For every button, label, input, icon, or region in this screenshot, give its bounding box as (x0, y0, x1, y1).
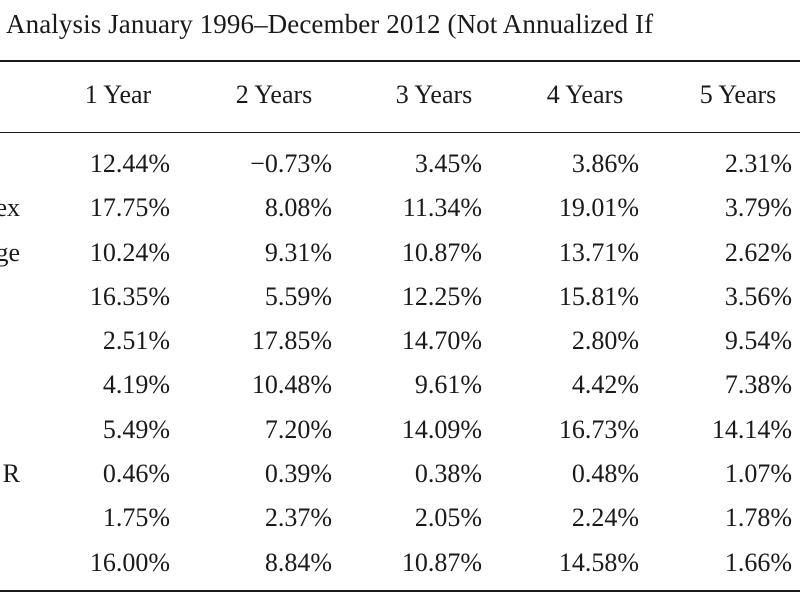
column-header-5-years: 5 Years (699, 80, 777, 109)
table-cell: 12.44% (89, 149, 170, 178)
row-label-text: ex (0, 193, 20, 223)
table-cell: 3.45% (414, 149, 482, 178)
top-rule (0, 60, 800, 62)
table-cell: 11.34% (402, 193, 482, 223)
column-header-2-years: 2 Years (235, 80, 313, 109)
table-cell: 14.14% (711, 414, 792, 444)
table-cell: 10.24% (89, 237, 170, 267)
table-cell: 10.48% (251, 370, 332, 400)
table-cell: 17.75% (89, 193, 170, 223)
table-cell: 0.46% (102, 459, 170, 489)
table-cell: 7.20% (264, 414, 332, 444)
table-row: 12.44% −0.73% 3.45% 3.86% 2.31% (0, 145, 800, 189)
table-cell: 0.38% (414, 459, 482, 489)
table-cell: 16.35% (89, 281, 170, 311)
table-cell: 7.38% (724, 370, 792, 400)
row-label: ge (0, 238, 20, 268)
table-cell: 2.51% (102, 326, 170, 356)
table-row: 2.51% 17.85% 14.70% 2.80% 9.54% (0, 322, 800, 366)
table-cell: −0.73% (250, 149, 332, 178)
table-cell: 19.01% (558, 193, 639, 223)
row-label: ex (0, 193, 20, 223)
table-title: Analysis January 1996–December 2012 (Not… (6, 9, 654, 39)
table-cell: 3.79% (724, 193, 792, 223)
column-header-4-years: 4 Years (546, 80, 624, 109)
table-row: R 0.46% 0.39% 0.38% 0.48% 1.07% (0, 455, 800, 499)
table-cell: 10.87% (401, 237, 482, 267)
table-header-row: 1 Year 2 Years 3 Years 4 Years 5 Years (0, 80, 800, 120)
table-row: ge 10.24% 9.31% 10.87% 13.71% 2.62% (0, 234, 800, 278)
table-cell: 9.31% (264, 237, 332, 267)
table-cell: 14.70% (401, 326, 482, 356)
table-cell: 10.87% (401, 547, 482, 577)
table-cell: 8.84% (264, 547, 332, 577)
table-cell: 13.71% (558, 237, 639, 267)
table-cell: 3.56% (724, 281, 792, 311)
table-cell: 9.61% (414, 370, 482, 400)
table-cell: 5.49% (102, 414, 170, 444)
table-cell: 8.08% (264, 193, 332, 223)
table-row: ex 17.75% 8.08% 11.34% 19.01% 3.79% (0, 189, 800, 233)
table-cell: 4.42% (571, 370, 639, 400)
table-cell: 15.81% (558, 281, 639, 311)
table-row: 16.35% 5.59% 12.25% 15.81% 3.56% (0, 278, 800, 322)
table-row: 5.49% 7.20% 14.09% 16.73% 14.14% (0, 411, 800, 455)
row-label-text: R (2, 459, 20, 489)
table-cell: 2.37% (264, 503, 332, 533)
column-header-3-years: 3 Years (395, 80, 473, 109)
table-cell: 0.39% (264, 459, 332, 489)
row-label-text: ge (0, 237, 20, 267)
header-rule (0, 132, 800, 133)
table-row: 16.00% 8.84% 10.87% 14.58% 1.66% (0, 544, 800, 588)
table-body: 12.44% −0.73% 3.45% 3.86% 2.31% ex 17.75% 8.08%… (0, 145, 800, 588)
table-cell: 17.85% (251, 326, 332, 356)
table-row: 4.19% 10.48% 9.61% 4.42% 7.38% (0, 366, 800, 410)
table-cell: 5.59% (264, 281, 332, 311)
table-cell: 2.62% (724, 237, 792, 267)
table-cell: 9.54% (724, 326, 792, 356)
table-cell: 2.24% (571, 503, 639, 533)
table-cell: 3.86% (571, 149, 639, 178)
table-cell: 12.25% (401, 281, 482, 311)
table-row: 1.75% 2.37% 2.05% 2.24% 1.78% (0, 499, 800, 543)
table-cell: 16.73% (558, 414, 639, 444)
row-label: R (0, 459, 20, 489)
table-cell: 14.09% (401, 414, 482, 444)
table-cell: 4.19% (102, 370, 170, 400)
table-cell: 1.78% (724, 503, 792, 533)
table-cell: 2.80% (571, 326, 639, 356)
table-cell: 14.58% (558, 547, 639, 577)
table-cell: 1.07% (724, 459, 792, 489)
table-cell: 1.75% (102, 503, 170, 533)
bottom-rule (0, 590, 800, 592)
table-cell: 16.00% (89, 547, 170, 577)
table-cell: 2.31% (724, 149, 792, 178)
column-header-1-year: 1 Year (84, 80, 152, 109)
table-cell: 2.05% (414, 503, 482, 533)
table-cell: 0.48% (571, 459, 639, 489)
table-cell: 1.66% (724, 547, 792, 577)
